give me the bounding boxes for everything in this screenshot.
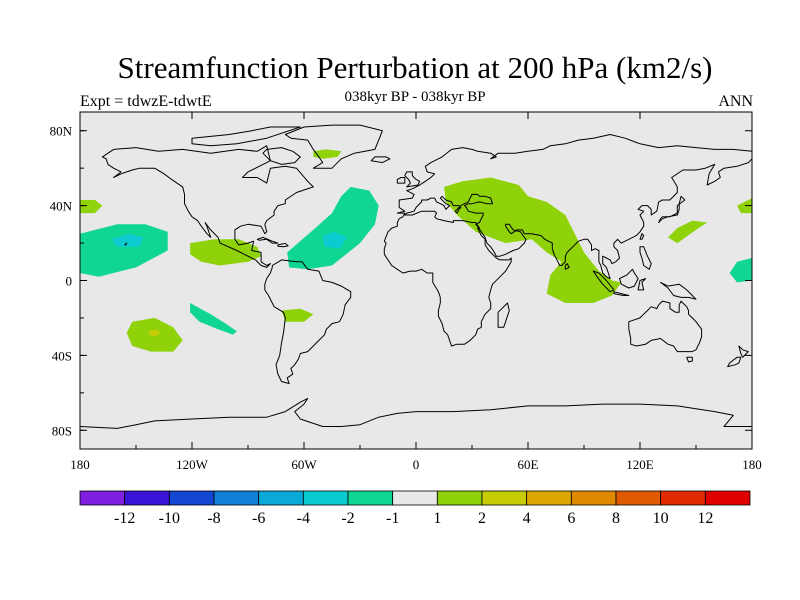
- contour-region-5: [190, 303, 237, 335]
- contour-region-13: [444, 177, 622, 303]
- coastline-japan: [658, 195, 686, 223]
- colorbar-label: 2: [478, 510, 486, 527]
- colorbar-label: -10: [159, 510, 180, 527]
- colorbar-swatch: [570, 490, 617, 506]
- colorbar-swatch: [124, 490, 170, 506]
- colorbar-swatch: [79, 490, 126, 506]
- coastline-tasmania: [686, 356, 693, 363]
- coastline-new-guinea: [660, 281, 697, 300]
- colorbar-swatch: [615, 490, 662, 506]
- experiment-label: Expt = tdwzE-tdwtE: [80, 93, 212, 110]
- colorbar-label: 12: [697, 510, 713, 527]
- y-tick-label: 80S: [52, 423, 72, 438]
- colorbar-swatch: [347, 490, 394, 506]
- coastline-sri-lanka: [564, 263, 570, 270]
- contour-region-14: [668, 220, 708, 244]
- colorbar-swatch: [213, 490, 260, 506]
- coastline-greenland: [284, 124, 383, 169]
- coastline-borneo: [619, 268, 639, 289]
- colorbar-label: -6: [252, 510, 265, 527]
- colorbar-label: 6: [567, 510, 575, 527]
- x-tick-label: 120W: [176, 457, 209, 472]
- map-plot-area: [79, 111, 753, 450]
- contour-region-9: [313, 149, 342, 159]
- y-tick-label: 80N: [50, 124, 73, 139]
- chart-title: Streamfunction Perturbation at 200 hPa (…: [117, 50, 713, 85]
- coastline-canadian-archipelago: [191, 126, 301, 147]
- coastline-philippines: [639, 246, 652, 270]
- x-tick-label: 180: [742, 457, 762, 472]
- coastline-iceland: [370, 156, 391, 164]
- coastline-sumatra: [592, 270, 615, 293]
- y-tick-label: 0: [66, 274, 73, 289]
- contour-region-2: [111, 233, 144, 247]
- colorbar: -12 -10 -8 -6 -4 -2 -1 1 2 4 6 8 10 12: [79, 490, 751, 527]
- coastline-taiwan: [639, 233, 645, 240]
- colorbar-swatch: [392, 490, 438, 506]
- contour-region-15: [737, 198, 752, 214]
- colorbar-swatch: [436, 490, 483, 506]
- season-label: ANN: [718, 93, 753, 110]
- colorbar-label: 8: [612, 510, 620, 527]
- colorbar-swatch: [302, 490, 349, 506]
- contour-region-10: [281, 308, 314, 322]
- chart-subtitle: 038kyr BP - 038kyr BP: [344, 89, 486, 105]
- coastline-baffin-island: [262, 147, 301, 165]
- y-tick-label: 40S: [52, 348, 72, 363]
- coastline-java: [613, 291, 630, 296]
- map-axes: 180 120W 60W 0 60E 120E 180 80N 40N 0 40S 80S: [50, 124, 762, 472]
- map-background: [80, 112, 752, 449]
- colorbar-label: 1: [433, 510, 441, 527]
- x-tick-label: 60W: [291, 457, 317, 472]
- colorbar-label: -8: [207, 510, 220, 527]
- y-tick-label: 40N: [50, 199, 73, 214]
- coastline-madagascar: [497, 302, 510, 328]
- coastline-great-britain: [404, 171, 421, 188]
- colorbar-swatch: [660, 490, 706, 506]
- contour-region-1: [80, 224, 168, 277]
- x-tick-label: 0: [413, 457, 420, 472]
- colorbar-label: -1: [386, 510, 399, 527]
- colorbar-swatch: [258, 490, 304, 506]
- coastline-north-america: [101, 145, 314, 268]
- coastline-ireland: [396, 177, 406, 184]
- colorbar-label: -12: [114, 510, 135, 527]
- coastline-sulawesi: [637, 278, 647, 291]
- coastline-antarctica: [80, 397, 752, 449]
- colorbar-label: -2: [341, 510, 354, 527]
- colorbar-swatch: [168, 490, 215, 506]
- coastline-australia: [628, 300, 703, 353]
- colorbar-label: -4: [297, 510, 310, 527]
- contour-region-12: [149, 329, 161, 337]
- contour-region-4: [322, 231, 347, 249]
- contour-region-6: [729, 258, 752, 283]
- coastline-south-america: [264, 259, 352, 384]
- coastline-cuba: [256, 236, 279, 244]
- x-tick-label: 180: [70, 457, 90, 472]
- colorbar-swatch: [526, 490, 572, 506]
- colorbar-label: 10: [653, 510, 669, 527]
- coastline-eurasia-africa: [383, 134, 752, 347]
- colorbar-swatch: [704, 490, 751, 506]
- coastline-hawaii: [124, 242, 128, 246]
- contour-region-8: [190, 239, 262, 266]
- coastline-hispaniola: [277, 242, 289, 248]
- x-tick-label: 60E: [518, 457, 539, 472]
- coastline-new-zealand-north: [738, 345, 749, 358]
- colorbar-label: 4: [523, 510, 531, 527]
- colorbar-swatch: [481, 490, 528, 506]
- coastline-new-zealand-south: [727, 356, 742, 368]
- x-tick-label: 120E: [626, 457, 654, 472]
- contour-region-7: [80, 200, 103, 214]
- contour-region-3: [287, 186, 379, 270]
